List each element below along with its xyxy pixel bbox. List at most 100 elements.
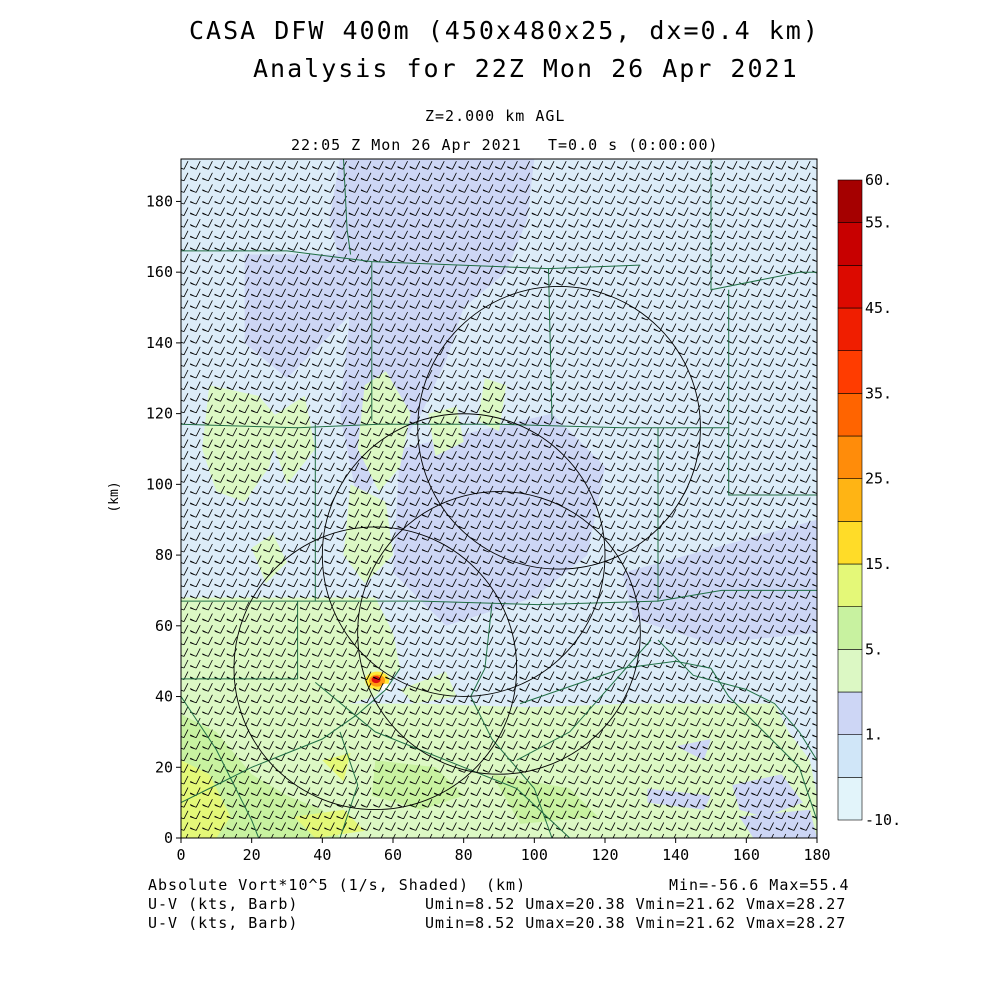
county-line [181,696,260,838]
county-line [339,731,359,838]
vorticity-region [647,788,711,810]
title-line-2: Analysis for 22Z Mon 26 Apr 2021 [253,54,799,83]
field2-stats: Umin=8.52 Umax=20.38 Vmin=21.62 Vmax=28.… [425,895,847,913]
county-line [181,600,659,606]
radar-range-ring [357,491,641,775]
y-tick-label: 120 [146,405,173,423]
colorbar-bin [837,777,863,821]
vorticity-region [732,774,803,817]
y-tick-label: 80 [155,546,173,564]
y-tick-label: 160 [146,263,173,281]
county-line [516,639,652,761]
y-axis-label: (km) [107,481,122,512]
county-line [470,604,493,697]
vorticity-region [251,533,287,584]
vorticity-region [371,760,464,810]
x-tick-label: 160 [733,846,760,864]
x-tick-label: 100 [521,846,548,864]
colorbar-bin [837,307,863,351]
field2-label: U-V (kts, Barb) [148,895,299,913]
x-tick-label: 80 [455,846,473,864]
field1-stats: Min=-56.6 Max=55.4 [669,876,850,894]
x-tick-label: 0 [176,846,185,864]
county-line [520,660,712,705]
county-line [548,268,553,421]
colorbar-bin [837,435,863,479]
y-tick-label: 100 [146,475,173,493]
x-axis: 0 20 40 60 80 100 120 140 160 180 [176,838,831,864]
radar-range-ring [321,413,606,697]
vorticity-region [491,774,598,824]
vorticity-region [343,484,393,584]
colorbar-bin [837,734,863,778]
x-tick-label: 40 [313,846,331,864]
y-tick-label: 60 [155,617,173,635]
colorbar: 60. 55. 45. 35. 25. 15. 5. 1. -10. [837,171,901,829]
county-line [710,159,817,291]
colorbar-bin [837,393,863,437]
colorbar-tick-label: 60. [865,171,892,189]
county-line [470,696,553,838]
y-tick-label: 40 [155,688,173,706]
field3-stats: Umin=8.52 Umax=20.38 Vmin=21.62 Vmax=28.… [425,914,847,932]
y-tick-label: 140 [146,334,173,352]
colorbar-tick-label: 15. [865,555,892,573]
radar-range-ring [417,285,701,570]
county-line [343,159,352,255]
model-time-label: T=0.0 s (0:00:00) [548,136,719,154]
y-tick-label: 0 [164,829,173,847]
y-tick-label: 180 [146,192,173,210]
wind-barb-field [181,161,817,838]
colorbar-tick-label: 1. [865,726,883,744]
y-axis: 0 20 40 60 80 100 120 140 160 180 [146,192,181,847]
colorbar-bin [837,691,863,735]
county-line [181,601,299,680]
x-tick-label: 140 [662,846,689,864]
vorticity-region [265,395,316,485]
x-tick-label: 20 [243,846,261,864]
county-line [657,639,817,761]
y-tick-label: 20 [155,758,173,776]
colorbar-tick-label: 55. [865,214,892,232]
colorbar-bin [837,563,863,607]
vorticity-region [400,671,457,704]
colorbar-bin [837,606,863,650]
x-tick-label: 60 [384,846,402,864]
colorbar-tick-label: -10. [865,811,901,829]
county-line [314,682,571,838]
colorbar-bin [837,521,863,565]
colorbar-bin [837,265,863,309]
county-line [728,289,817,496]
field3-label: U-V (kts, Barb) [148,914,299,932]
county-line [657,427,817,602]
vorticity-region [357,371,411,492]
county-line [181,668,401,804]
vorticity-region [181,597,401,711]
vorticity-region [202,385,280,502]
wind-barbs [181,161,817,838]
colorbar-tick-label: 35. [865,384,892,402]
colorbar-tick-label: 45. [865,299,892,317]
county-line [181,423,729,429]
colorbar-bin [837,179,863,223]
vorticity-region [244,254,351,379]
vorticity-region [622,519,817,644]
colorbar-bin [837,649,863,693]
valid-time-label: 22:05 Z Mon 26 Apr 2021 [291,136,522,154]
colorbar-tick-label: 5. [865,640,883,658]
county-line [710,668,817,821]
level-label: Z=2.000 km AGL [425,107,566,125]
colorbar-bin [837,222,863,266]
title-line-1: CASA DFW 400m (450x480x25, dx=0.4 km) [189,16,820,45]
plot-frame [180,158,818,839]
radar-range-rings [233,285,701,811]
vorticity-core-center [371,676,381,684]
field1-label: Absolute Vort*10^5 (1/s, Shaded) [148,876,469,894]
x-tick-label: 180 [803,846,830,864]
colorbar-bin [837,350,863,394]
colorbar-tick-label: 25. [865,470,892,488]
colorbar-bin [837,478,863,522]
x-axis-label: (km) [486,876,527,894]
x-tick-label: 120 [591,846,618,864]
